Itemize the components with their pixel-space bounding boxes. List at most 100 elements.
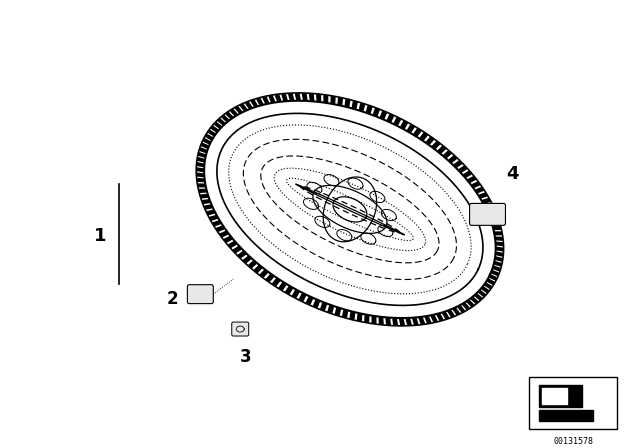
Polygon shape xyxy=(431,315,437,322)
Polygon shape xyxy=(209,130,215,135)
Polygon shape xyxy=(488,210,495,214)
Polygon shape xyxy=(324,95,328,102)
FancyBboxPatch shape xyxy=(232,322,249,336)
Polygon shape xyxy=(266,275,273,281)
Polygon shape xyxy=(241,104,246,110)
Polygon shape xyxy=(475,294,482,300)
Polygon shape xyxy=(497,252,502,256)
Text: 00131578: 00131578 xyxy=(553,437,593,446)
Polygon shape xyxy=(496,257,502,261)
Polygon shape xyxy=(343,310,348,317)
Polygon shape xyxy=(372,317,376,323)
Polygon shape xyxy=(449,156,456,162)
Polygon shape xyxy=(246,102,252,108)
Polygon shape xyxy=(471,297,478,303)
Polygon shape xyxy=(472,182,479,187)
Polygon shape xyxy=(493,267,500,271)
Polygon shape xyxy=(497,242,502,246)
Polygon shape xyxy=(273,279,280,286)
Polygon shape xyxy=(338,98,342,105)
Polygon shape xyxy=(479,193,486,198)
Polygon shape xyxy=(252,100,257,106)
Polygon shape xyxy=(275,95,281,101)
Polygon shape xyxy=(367,106,372,113)
Polygon shape xyxy=(198,179,204,181)
Polygon shape xyxy=(213,221,220,226)
Polygon shape xyxy=(206,134,212,139)
Polygon shape xyxy=(476,188,483,193)
FancyBboxPatch shape xyxy=(188,284,213,304)
Polygon shape xyxy=(220,232,228,237)
Polygon shape xyxy=(426,138,433,144)
Polygon shape xyxy=(463,172,471,177)
Polygon shape xyxy=(345,100,349,107)
Polygon shape xyxy=(437,314,443,320)
Polygon shape xyxy=(200,190,206,192)
Polygon shape xyxy=(197,173,204,177)
Polygon shape xyxy=(433,142,440,148)
Polygon shape xyxy=(263,97,269,103)
Polygon shape xyxy=(458,306,465,312)
Polygon shape xyxy=(216,226,224,231)
Polygon shape xyxy=(483,199,490,203)
Polygon shape xyxy=(279,283,286,290)
Polygon shape xyxy=(249,261,256,267)
Polygon shape xyxy=(310,94,314,100)
Polygon shape xyxy=(444,151,451,158)
Polygon shape xyxy=(292,290,299,297)
Polygon shape xyxy=(420,133,427,140)
Polygon shape xyxy=(413,319,418,324)
Polygon shape xyxy=(282,95,287,100)
Polygon shape xyxy=(448,310,454,317)
Polygon shape xyxy=(214,123,221,128)
Polygon shape xyxy=(222,116,228,121)
Polygon shape xyxy=(199,153,205,157)
Polygon shape xyxy=(225,237,232,242)
Polygon shape xyxy=(238,252,246,258)
Polygon shape xyxy=(488,279,494,284)
Polygon shape xyxy=(496,237,502,240)
Polygon shape xyxy=(406,319,411,325)
Polygon shape xyxy=(205,205,212,209)
Bar xyxy=(529,377,617,429)
Polygon shape xyxy=(495,262,501,266)
Polygon shape xyxy=(201,194,207,198)
Polygon shape xyxy=(463,303,469,309)
Polygon shape xyxy=(414,129,420,136)
Polygon shape xyxy=(296,94,300,100)
Polygon shape xyxy=(197,163,204,167)
Polygon shape xyxy=(468,177,476,182)
Polygon shape xyxy=(467,301,474,306)
Polygon shape xyxy=(358,314,362,321)
Polygon shape xyxy=(492,221,499,224)
Polygon shape xyxy=(255,266,262,272)
Polygon shape xyxy=(401,121,407,129)
Polygon shape xyxy=(260,270,268,277)
Polygon shape xyxy=(226,112,232,118)
Polygon shape xyxy=(486,204,493,208)
Polygon shape xyxy=(204,139,210,144)
Polygon shape xyxy=(485,283,492,289)
Text: 4: 4 xyxy=(506,165,518,184)
Polygon shape xyxy=(408,125,414,132)
Polygon shape xyxy=(454,161,461,167)
Text: 2: 2 xyxy=(166,290,179,308)
Polygon shape xyxy=(379,318,383,324)
Text: 3: 3 xyxy=(239,348,251,366)
Text: 1: 1 xyxy=(94,227,107,246)
Polygon shape xyxy=(243,257,251,263)
FancyBboxPatch shape xyxy=(470,203,506,225)
Polygon shape xyxy=(236,107,242,113)
Polygon shape xyxy=(230,110,237,116)
Polygon shape xyxy=(257,99,263,105)
Polygon shape xyxy=(381,112,386,119)
Polygon shape xyxy=(459,166,467,172)
Polygon shape xyxy=(198,184,205,187)
Polygon shape xyxy=(542,388,568,404)
Polygon shape xyxy=(540,409,593,421)
Polygon shape xyxy=(495,232,502,235)
Polygon shape xyxy=(425,317,431,323)
Polygon shape xyxy=(203,200,209,203)
Polygon shape xyxy=(387,115,394,122)
Polygon shape xyxy=(365,315,369,322)
